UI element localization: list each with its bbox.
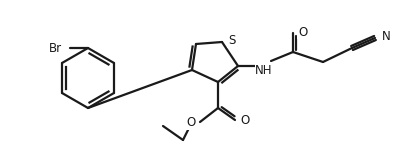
Text: O: O xyxy=(240,114,249,127)
Text: S: S xyxy=(228,34,235,48)
Text: O: O xyxy=(298,25,307,39)
Text: N: N xyxy=(382,31,391,43)
Text: Br: Br xyxy=(49,41,62,54)
Text: NH: NH xyxy=(255,63,273,76)
Text: O: O xyxy=(187,116,196,130)
